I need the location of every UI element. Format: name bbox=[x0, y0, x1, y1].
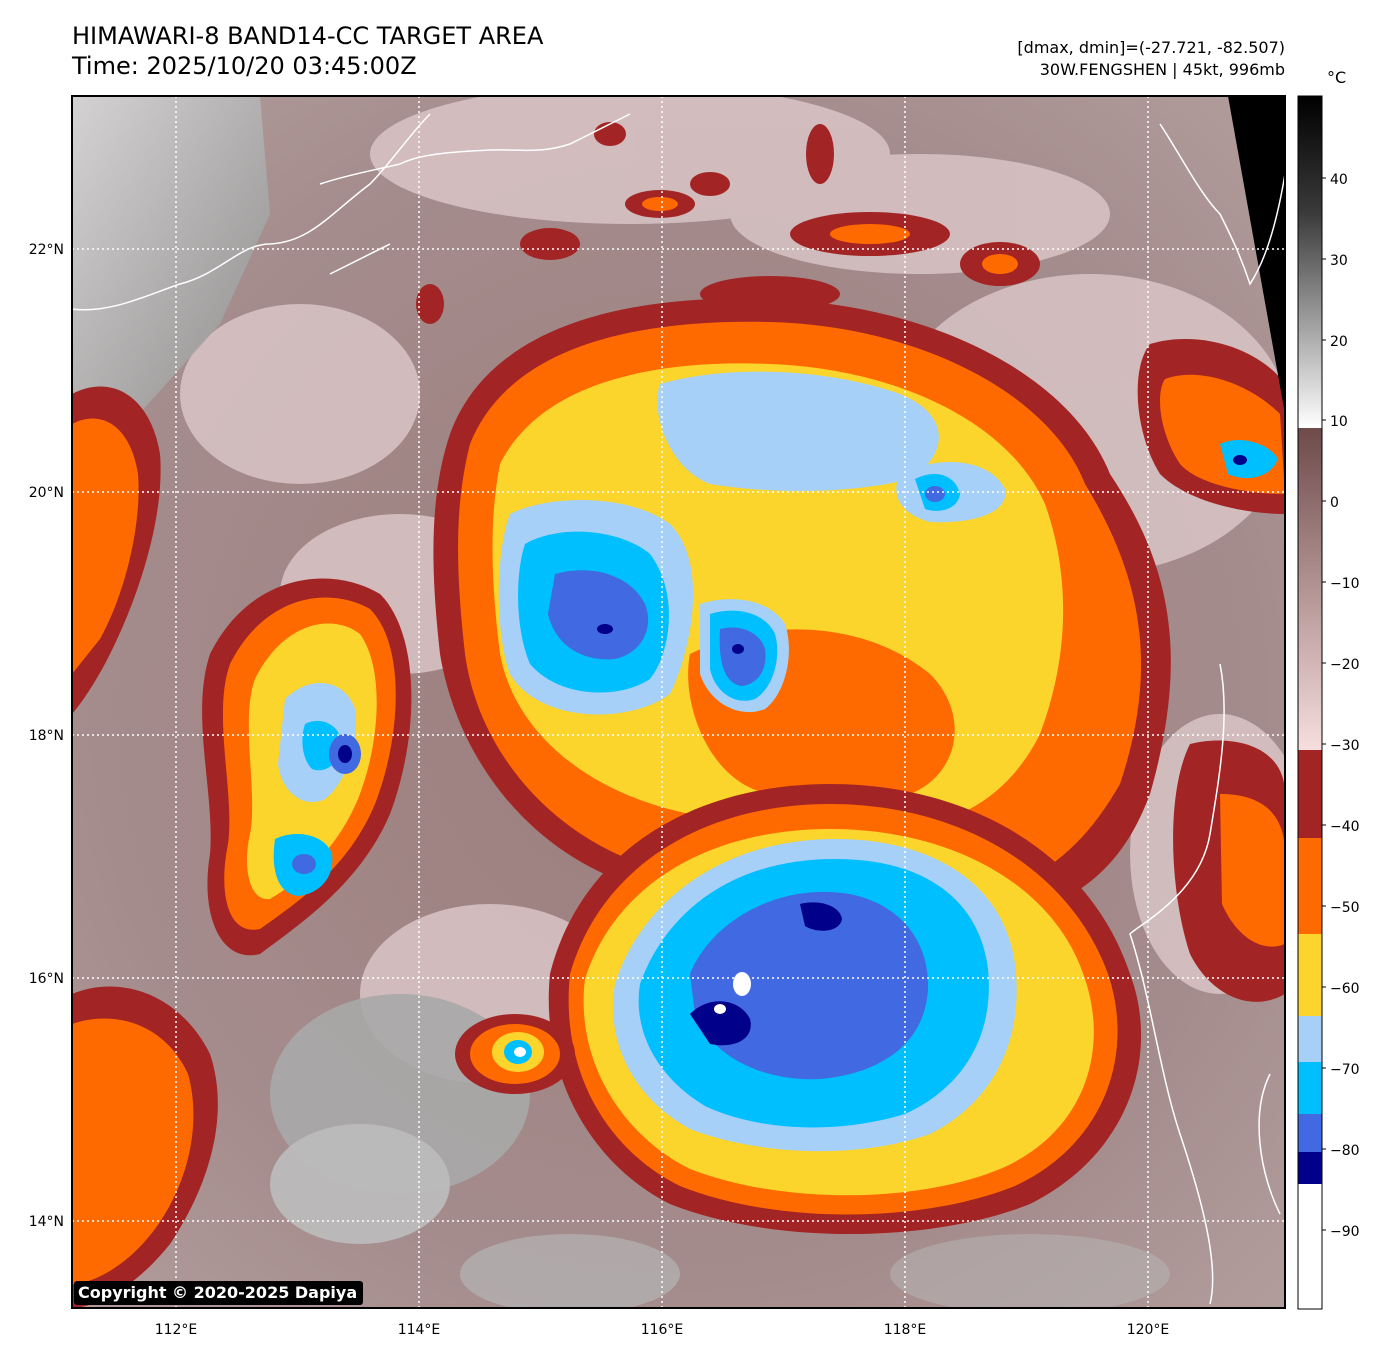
colorbar-tick-m70: −70 bbox=[1330, 1062, 1360, 1078]
satellite-map: 112°E 114°E 116°E 118°E 120°E bbox=[71, 95, 1286, 1338]
lon-label-112: 112°E bbox=[155, 1322, 198, 1338]
colorbar-band-darkblue bbox=[1298, 1152, 1322, 1184]
storm-info: 30W.FENGSHEN | 45kt, 996mb bbox=[1039, 60, 1285, 79]
colorbar-band-skyblue bbox=[1298, 1062, 1322, 1114]
lat-label-18: 18°N bbox=[29, 728, 64, 744]
colorbar-band-lightblue bbox=[1298, 1016, 1322, 1062]
colorbar: 40 30 20 10 0 −10 −20 −30 −40 −50 −60 −7… bbox=[1297, 95, 1360, 1310]
colorbar-tick-m80: −80 bbox=[1330, 1143, 1360, 1159]
colorbar-brown-segment bbox=[1298, 428, 1322, 750]
colorbar-tick-m50: −50 bbox=[1330, 900, 1360, 916]
colorbar-tick-m60: −60 bbox=[1330, 981, 1360, 997]
graticule bbox=[72, 96, 1285, 1308]
colorbar-tick-0: 0 bbox=[1330, 495, 1339, 511]
colorbar-tick-m90: −90 bbox=[1330, 1224, 1360, 1240]
colorbar-band-red bbox=[1298, 750, 1322, 838]
colorbar-tick-30: 30 bbox=[1330, 253, 1348, 269]
lon-label-116: 116°E bbox=[641, 1322, 684, 1338]
storm-cloud-south bbox=[548, 784, 1142, 1234]
colorbar-tick-m30: −30 bbox=[1330, 738, 1360, 754]
colorbar-band-royalblue bbox=[1298, 1114, 1322, 1152]
lat-label-20: 20°N bbox=[29, 485, 64, 501]
colorbar-band-yellow bbox=[1298, 934, 1322, 1016]
colorbar-tick-m20: −20 bbox=[1330, 657, 1360, 673]
storm-cloud-north bbox=[433, 298, 1171, 935]
colorbar-tick-40: 40 bbox=[1330, 172, 1348, 188]
colorbar-tick-m40: −40 bbox=[1330, 819, 1360, 835]
lon-label-118: 118°E bbox=[884, 1322, 927, 1338]
colorbar-tick-10: 10 bbox=[1330, 414, 1348, 430]
lon-label-120: 120°E bbox=[1127, 1322, 1170, 1338]
imagery-layer bbox=[72, 96, 1285, 1308]
map-time: Time: 2025/10/20 03:45:00Z bbox=[72, 52, 417, 80]
temperature-range: [dmax, dmin]=(-27.721, -82.507) bbox=[1017, 38, 1285, 57]
colorbar-band-orange bbox=[1298, 838, 1322, 934]
lon-label-114: 114°E bbox=[398, 1322, 441, 1338]
colorbar-tick-m10: −10 bbox=[1330, 576, 1360, 592]
copyright-label: Copyright © 2020-2025 Dapiya bbox=[74, 1281, 364, 1305]
lat-label-14: 14°N bbox=[29, 1214, 64, 1230]
lat-axis: 22°N 20°N 18°N 16°N 14°N bbox=[29, 242, 64, 1230]
lat-label-22: 22°N bbox=[29, 242, 64, 258]
map-frame bbox=[71, 95, 1286, 1309]
map-title: HIMAWARI-8 BAND14-CC TARGET AREA bbox=[72, 22, 544, 50]
coastlines bbox=[72, 113, 1285, 1305]
colorbar-tick-20: 20 bbox=[1330, 334, 1348, 350]
colorbar-unit: °C bbox=[1327, 68, 1347, 87]
colorbar-frame bbox=[1297, 95, 1323, 1310]
eastern-cloud bbox=[1137, 338, 1285, 1002]
colorbar-band-white bbox=[1298, 1184, 1322, 1309]
lat-label-16: 16°N bbox=[29, 971, 64, 987]
colorbar-gray-segment bbox=[1298, 96, 1322, 428]
western-cloud-band bbox=[72, 386, 412, 1308]
small-convective-cell bbox=[455, 1014, 575, 1094]
